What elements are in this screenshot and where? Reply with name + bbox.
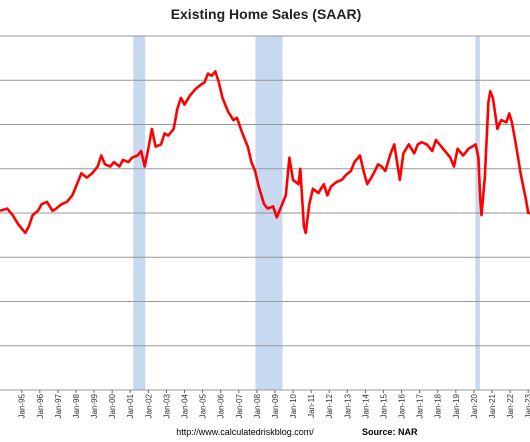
x-tick-label: Jan-06 xyxy=(217,393,226,418)
x-tick-label: Jan-05 xyxy=(199,393,208,418)
x-tick-label: Jan-17 xyxy=(416,393,425,418)
x-tick-label: Jan-98 xyxy=(72,393,81,418)
x-tick-label: Jan-16 xyxy=(398,393,407,418)
x-tick-label: Jan-02 xyxy=(144,393,153,418)
x-tick-label: Jan-10 xyxy=(289,393,298,418)
series-layer xyxy=(0,70,530,235)
x-tick-label: Jan-04 xyxy=(181,393,190,418)
x-tick-label: Jan-00 xyxy=(108,393,117,418)
source-note: Source: NAR xyxy=(362,427,418,437)
x-tick-label: Jan-97 xyxy=(54,393,63,418)
x-tick-label: Jan-20 xyxy=(470,393,479,418)
x-tick-label: Jan-07 xyxy=(235,393,244,418)
series-line-0 xyxy=(0,70,530,235)
x-tick-label: Jan-96 xyxy=(36,393,45,418)
x-tick-label: Jan-23 xyxy=(524,393,530,418)
x-tick-label: Jan-21 xyxy=(488,393,497,418)
x-tick-label: Jan-09 xyxy=(271,393,280,418)
x-axis-ticks: Jan-95 Jan-96 Jan-97 Jan-98 Jan-99 Jan-00 Jan-… xyxy=(18,390,530,418)
x-tick-label: Jan-22 xyxy=(506,393,515,418)
x-tick-label: Jan-18 xyxy=(434,393,443,418)
gridlines xyxy=(0,35,530,391)
x-tick-label: Jan-01 xyxy=(126,393,135,418)
x-tick-label: Jan-13 xyxy=(343,393,352,418)
source-url[interactable]: http://www.calculatedriskblog.com/ xyxy=(176,427,314,437)
x-tick-label: Jan-95 xyxy=(18,393,27,418)
x-tick-label: Jan-15 xyxy=(379,393,388,418)
x-tick-label: Jan-19 xyxy=(452,393,461,418)
x-tick-label: Jan-11 xyxy=(307,393,316,417)
x-tick-label: Jan-12 xyxy=(325,393,334,418)
x-tick-label: Jan-03 xyxy=(162,393,171,418)
x-tick-label: Jan-99 xyxy=(90,393,99,418)
chart-title: Existing Home Sales (SAAR) xyxy=(171,6,362,22)
x-tick-label: Jan-08 xyxy=(253,393,262,418)
x-tick-label: Jan-14 xyxy=(361,393,370,418)
